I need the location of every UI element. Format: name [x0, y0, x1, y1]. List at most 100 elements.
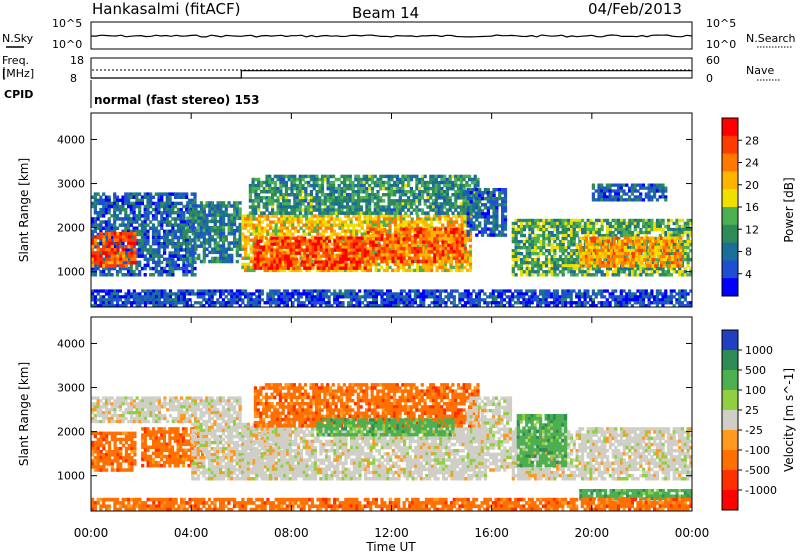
heatmap-cell: [438, 220, 442, 224]
heatmap-cell: [520, 233, 524, 238]
heatmap-cell: [113, 211, 117, 215]
heatmap-cell: [276, 211, 280, 215]
heatmap-cell: [394, 243, 398, 248]
heatmap-cell: [416, 217, 420, 221]
heatmap-cell: [284, 251, 288, 255]
heatmap-cell: [322, 260, 326, 264]
heatmap-cell: [104, 245, 108, 249]
heatmap-cell: [102, 232, 106, 237]
heatmap-cell: [669, 243, 673, 247]
heatmap-cell: [385, 246, 390, 251]
heatmap-cell: [539, 233, 543, 238]
heatmap-cell: [498, 233, 502, 237]
heatmap-cell: [264, 248, 268, 252]
heatmap-cell: [224, 256, 228, 261]
heatmap-cell: [133, 248, 137, 252]
heatmap-cell: [289, 260, 293, 264]
heatmap-cell: [614, 273, 618, 277]
heatmap-cell: [248, 196, 252, 200]
heatmap-cell: [503, 233, 508, 237]
heatmap-cell: [317, 242, 321, 246]
heatmap-cell: [286, 263, 290, 267]
heatmap-cell: [205, 247, 209, 251]
heatmap-cell: [550, 236, 554, 241]
heatmap-cell: [257, 220, 262, 224]
heatmap-cell: [393, 262, 398, 267]
heatmap-cell: [575, 267, 579, 271]
heatmap-cell: [107, 264, 112, 268]
heatmap-cell: [366, 237, 370, 241]
heatmap-cell: [349, 229, 353, 233]
heatmap-cell: [463, 217, 467, 221]
heatmap-cell: [135, 201, 139, 206]
heatmap-cell: [511, 227, 515, 232]
heatmap-cell: [437, 190, 441, 194]
heatmap-cell: [262, 180, 266, 185]
heatmap-cell: [281, 257, 285, 261]
heatmap-cell: [420, 183, 425, 188]
heatmap-cell: [581, 218, 585, 223]
heatmap-cell: [129, 207, 133, 212]
heatmap-cell: [399, 235, 403, 239]
heatmap-cell: [374, 240, 378, 245]
heatmap-cell: [514, 243, 518, 247]
heatmap-cell: [625, 246, 629, 250]
heatmap-cell: [448, 177, 452, 182]
heatmap-cell: [498, 230, 502, 234]
heatmap-cell: [174, 235, 178, 240]
heatmap-cell: [436, 243, 440, 248]
heatmap-cell: [224, 207, 228, 211]
heatmap-cell: [323, 196, 327, 200]
heatmap-cell: [91, 266, 95, 271]
heatmap-cell: [99, 211, 103, 215]
heatmap-cell: [179, 207, 183, 212]
heatmap-cell: [314, 242, 318, 246]
heatmap-cell: [437, 186, 441, 191]
heatmap-cell: [377, 235, 381, 239]
heatmap-cell: [186, 235, 190, 239]
cpid-panel: CPID normal (fast stereo) 153: [4, 80, 260, 108]
heatmap-cell: [407, 183, 411, 188]
heatmap-cell: [219, 213, 223, 217]
heatmap-cell: [503, 191, 508, 195]
heatmap-cell: [446, 217, 450, 221]
heatmap-cell: [511, 273, 515, 277]
heatmap-cell: [276, 174, 280, 179]
heatmap-cell: [185, 273, 189, 277]
heatmap-cell: [241, 220, 245, 224]
heatmap-cell: [224, 247, 228, 251]
heatmap-cell: [628, 267, 632, 271]
heatmap-cell: [644, 249, 648, 253]
heatmap-cell: [347, 266, 351, 270]
heatmap-cell: [238, 222, 242, 227]
heatmap-cell: [382, 268, 386, 273]
heatmap-cell: [357, 180, 361, 185]
heatmap-cell: [205, 238, 209, 242]
freq-left-tick-top: 18: [70, 54, 84, 67]
heatmap-cell: [254, 190, 258, 194]
heatmap-cell: [455, 227, 459, 232]
heatmap-cell: [149, 254, 153, 258]
heatmap-cell: [377, 246, 381, 251]
heatmap-cell: [422, 243, 426, 248]
heatmap-cell: [391, 237, 395, 241]
heatmap-cell: [297, 248, 301, 252]
heatmap-cell: [329, 199, 333, 203]
heatmap-cell: [188, 253, 193, 258]
heatmap-cell: [561, 270, 565, 274]
heatmap-cell: [127, 226, 131, 230]
heatmap-cell: [486, 200, 490, 204]
heatmap-cell: [299, 214, 303, 218]
heatmap-cell: [168, 273, 172, 277]
heatmap-cell: [165, 204, 169, 209]
heatmap-cell: [448, 202, 452, 206]
heatmap-cell: [556, 258, 560, 262]
heatmap-cell: [210, 204, 215, 208]
heatmap-cell: [254, 183, 258, 188]
heatmap-cell: [476, 183, 480, 188]
heatmap-cell: [469, 224, 473, 228]
heatmap-cell: [165, 242, 169, 246]
heatmap-cell: [449, 234, 454, 238]
heatmap-cell: [275, 251, 279, 255]
heatmap-cell: [542, 239, 546, 244]
